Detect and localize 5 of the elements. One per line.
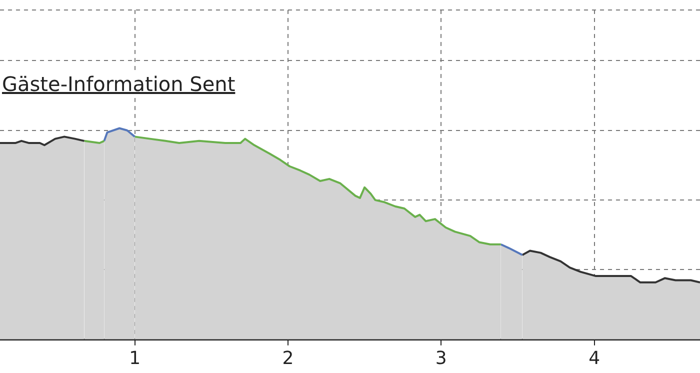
text: Gäste-Information Sent — [2, 72, 236, 96]
x-tick-label: 4 — [588, 348, 600, 369]
x-tick-label: 1 — [129, 348, 141, 369]
x-tick-label: 2 — [282, 348, 294, 369]
x-tick-label: 3 — [435, 348, 447, 369]
